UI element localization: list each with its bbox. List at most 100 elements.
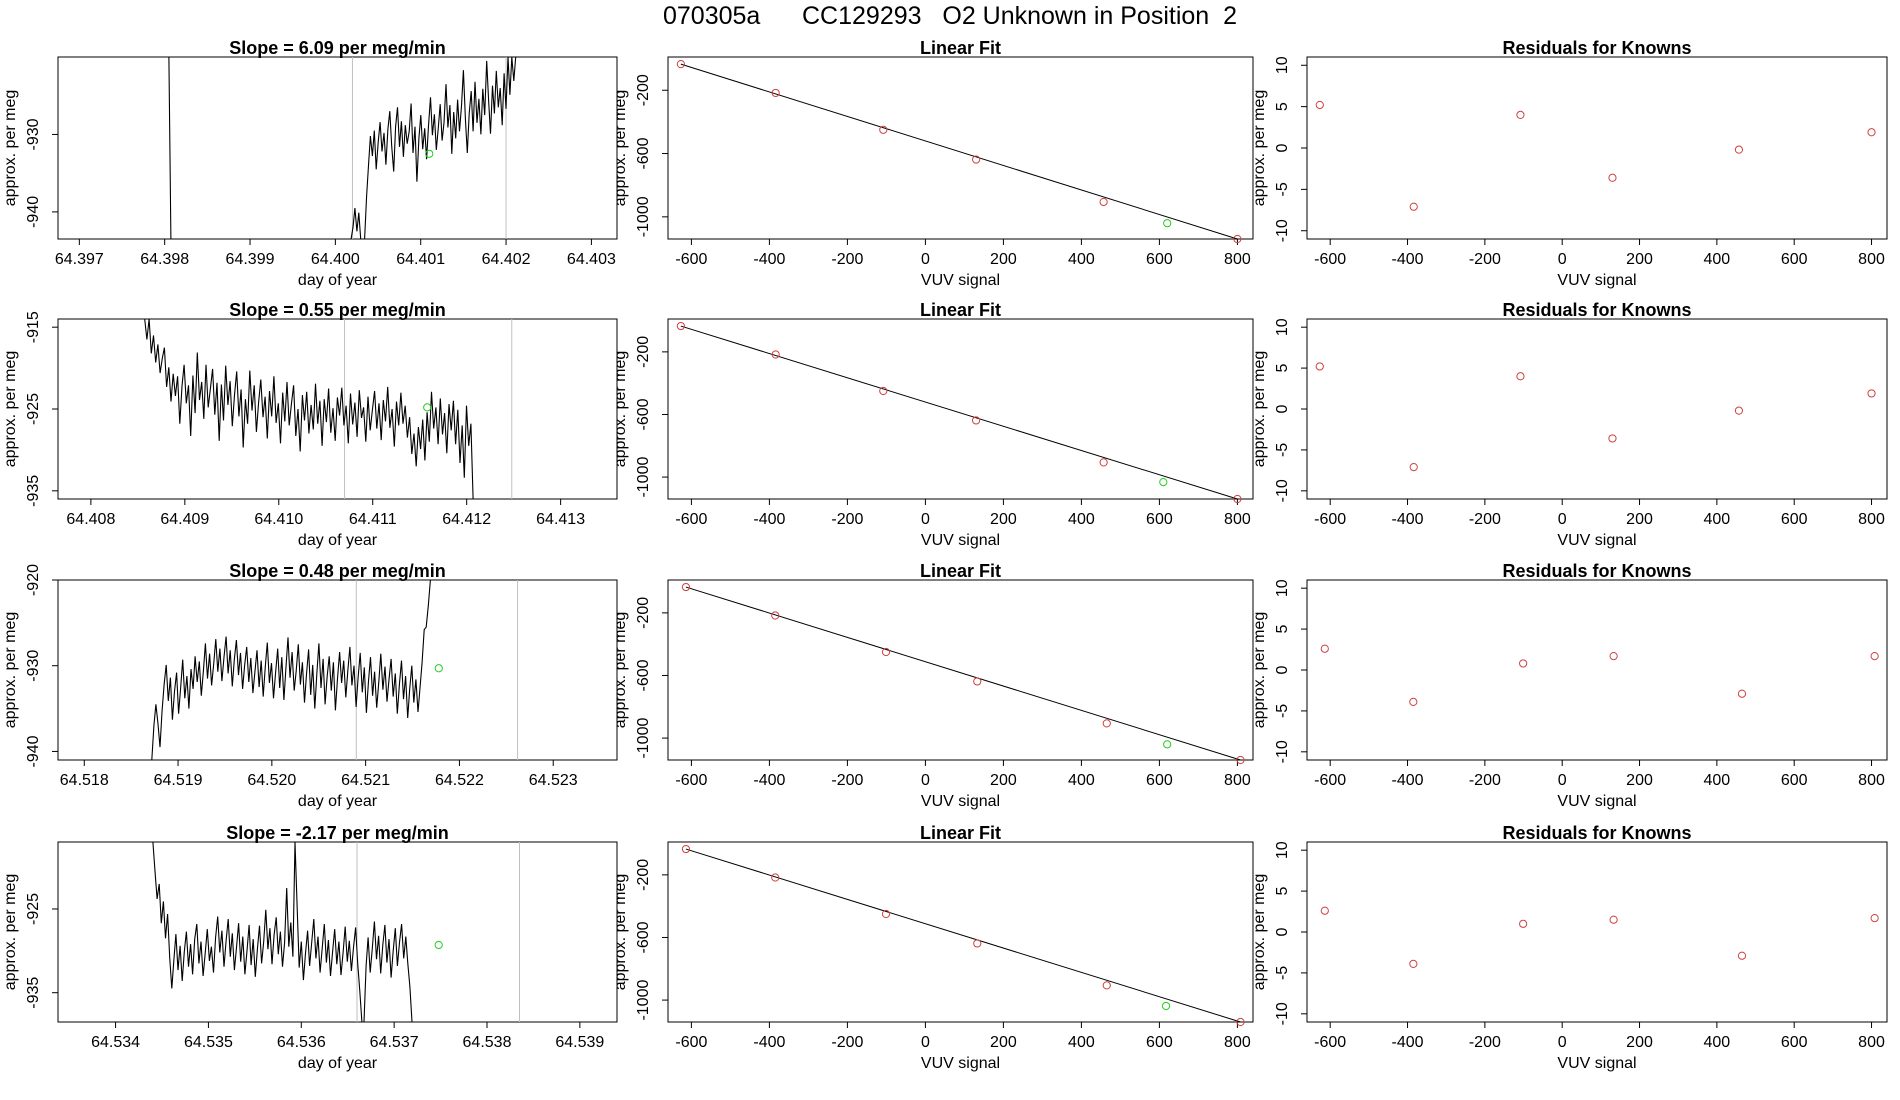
- page-title: 070305a CC129293 O2 Unknown in Position …: [663, 2, 1237, 30]
- x-tick-label: 64.520: [247, 772, 296, 789]
- y-tick-label: -200: [635, 597, 652, 629]
- known-point: [771, 611, 780, 620]
- x-tick-label: -200: [831, 251, 863, 268]
- chart-title: Linear Fit: [920, 823, 1001, 843]
- x-tick-label: -400: [1392, 251, 1424, 268]
- fit-line: [680, 63, 1238, 240]
- known-point: [1608, 434, 1617, 443]
- x-tick-label: 64.518: [60, 772, 109, 789]
- x-tick-label: -400: [1392, 772, 1424, 789]
- y-tick-label: -10: [1274, 740, 1291, 763]
- x-tick-label: -600: [675, 1034, 707, 1051]
- plot-frame: [1306, 318, 1888, 500]
- plot-frame: [57, 318, 618, 500]
- y-tick-label: -1000: [635, 196, 652, 237]
- y-axis-label: approx. per meg: [1251, 351, 1268, 468]
- y-axis-label: approx. per meg: [2, 90, 19, 207]
- x-tick-label: 200: [990, 511, 1017, 528]
- x-tick-label: -600: [1314, 1034, 1346, 1051]
- known-point: [879, 386, 888, 396]
- y-axis-label: approx. per meg: [2, 874, 19, 991]
- y-tick-label: -200: [635, 859, 652, 891]
- known-point: [1099, 197, 1108, 207]
- x-tick-label: 200: [990, 772, 1017, 789]
- y-tick-label: -200: [635, 336, 652, 368]
- chart-panel-2: Residuals for Knowns -600 -400 -200 0 200 400 6…: [1251, 38, 1888, 289]
- x-axis-label: VUV signal: [1557, 532, 1636, 549]
- chart-panel-0: Slope = 6.09 per meg/min 64.397 64.398 64.3…: [2, 38, 618, 289]
- x-tick-label: -600: [1314, 511, 1346, 528]
- y-tick-label: 0: [1274, 927, 1291, 936]
- y-tick-label: -600: [635, 137, 652, 169]
- known-point: [1867, 128, 1876, 137]
- x-axis-label: VUV signal: [921, 272, 1000, 289]
- fit-line: [680, 325, 1238, 500]
- y-tick-label: 5: [1274, 887, 1291, 896]
- unknown-point: [1159, 477, 1168, 487]
- known-point: [1320, 644, 1329, 653]
- y-tick-label: -940: [25, 735, 42, 767]
- known-point: [881, 647, 891, 657]
- known-point: [1608, 173, 1617, 182]
- known-point: [1516, 110, 1525, 120]
- chart-panel-7: Linear Fit -600 -400 -200 0 200 400 600 800 VUV s…: [612, 561, 1254, 810]
- chart-title: Linear Fit: [920, 38, 1001, 58]
- known-point: [1737, 689, 1747, 698]
- known-point: [1315, 100, 1324, 110]
- x-tick-label: -200: [1469, 772, 1501, 789]
- chart-title: Linear Fit: [920, 300, 1001, 320]
- series-trace: [151, 579, 433, 761]
- chart-panel-1: Linear Fit -600 -400 -200 0 200 400 600 800 VUV s…: [612, 38, 1254, 289]
- y-tick-label: 5: [1274, 102, 1291, 111]
- unknown-point: [423, 403, 432, 412]
- x-tick-label: 800: [1224, 511, 1251, 528]
- y-axis-label: approx. per meg: [2, 351, 19, 468]
- x-tick-label: -400: [1392, 511, 1424, 528]
- x-tick-label: -200: [1469, 1034, 1501, 1051]
- x-tick-label: 0: [1558, 772, 1567, 789]
- y-tick-label: -200: [635, 74, 652, 106]
- chart-panel-3: Slope = 0.55 per meg/min 64.408 64.409 64.4…: [2, 300, 618, 549]
- chart-title: Slope = 0.48 per meg/min: [229, 561, 446, 581]
- x-tick-label: 64.400: [311, 251, 360, 268]
- x-tick-label: 64.410: [254, 511, 303, 528]
- y-tick-label: -5: [1274, 966, 1291, 980]
- x-axis-label: day of year: [298, 793, 378, 810]
- x-tick-label: 64.519: [154, 772, 203, 789]
- x-tick-label: 800: [1858, 1034, 1885, 1051]
- x-tick-label: 800: [1224, 251, 1251, 268]
- x-axis-label: day of year: [298, 1055, 378, 1072]
- unknown-point: [1161, 1001, 1171, 1011]
- chart-title: Linear Fit: [920, 561, 1001, 581]
- y-tick-label: -925: [25, 393, 42, 425]
- x-axis-label: VUV signal: [1557, 1055, 1636, 1072]
- x-axis-label: VUV signal: [1557, 793, 1636, 810]
- y-tick-label: 10: [1274, 841, 1291, 859]
- x-tick-label: 200: [990, 1034, 1017, 1051]
- y-tick-label: -935: [25, 475, 42, 507]
- x-tick-label: 0: [921, 1034, 930, 1051]
- unknown-point: [434, 940, 443, 950]
- y-tick-label: -5: [1274, 704, 1291, 718]
- x-tick-label: 600: [1781, 511, 1808, 528]
- known-point: [1519, 919, 1528, 928]
- known-point: [1099, 458, 1108, 467]
- y-axis-label: approx. per meg: [612, 874, 629, 991]
- known-point: [1867, 389, 1876, 398]
- plot-frame: [1306, 841, 1888, 1023]
- y-tick-label: 0: [1274, 665, 1291, 674]
- y-tick-label: -1000: [635, 980, 652, 1021]
- known-point: [1519, 659, 1528, 668]
- known-point: [1315, 362, 1324, 371]
- y-axis-label: approx. per meg: [1251, 612, 1268, 729]
- unknown-point: [434, 664, 443, 673]
- y-axis-label: approx. per meg: [612, 90, 629, 207]
- chart-title: Residuals for Knowns: [1502, 300, 1691, 320]
- known-point: [1516, 372, 1525, 381]
- known-point: [1320, 906, 1329, 915]
- x-tick-label: 400: [1068, 772, 1095, 789]
- known-point: [1409, 202, 1418, 211]
- x-tick-label: 800: [1858, 772, 1885, 789]
- x-tick-label: 400: [1068, 511, 1095, 528]
- y-tick-label: 10: [1274, 579, 1291, 597]
